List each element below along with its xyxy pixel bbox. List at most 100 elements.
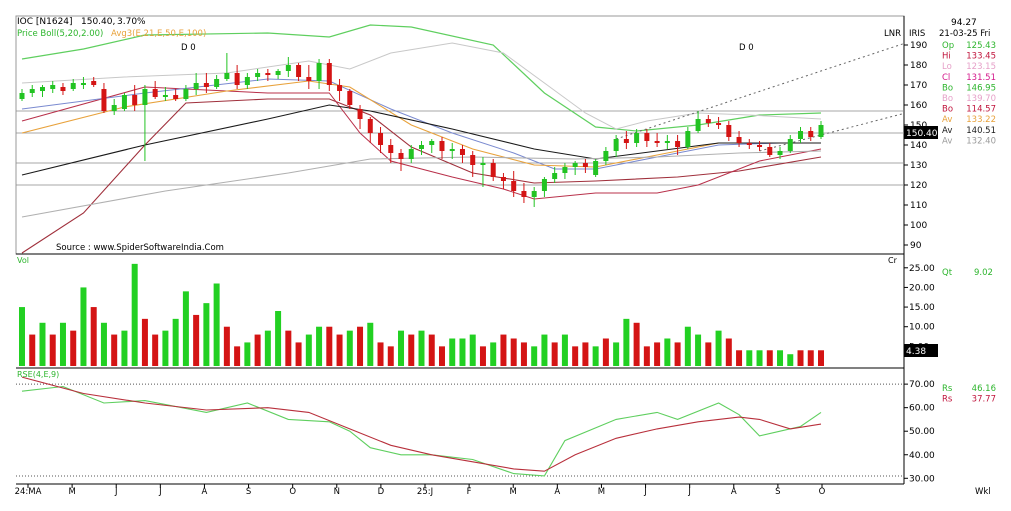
price-tick-label: 140 — [910, 141, 927, 151]
volume-tag: 4.38 — [906, 347, 926, 357]
info-row-value: 123.15 — [966, 62, 996, 72]
info-row-label: Av — [942, 136, 952, 146]
volume-bar — [654, 342, 661, 366]
indicator-bollinger-wide-upper — [21, 24, 822, 132]
volume-bar — [705, 342, 712, 366]
candle-body — [244, 77, 250, 85]
x-tick-label: J — [158, 487, 162, 497]
volume-bar — [664, 338, 671, 366]
indicator-trend-upper — [615, 43, 905, 140]
volume-bar — [736, 350, 743, 366]
candlesticks — [19, 53, 824, 207]
volume-bar — [357, 326, 364, 366]
volume-bar — [613, 342, 620, 366]
candle-body — [265, 73, 271, 75]
volume-bar — [377, 342, 384, 366]
volume-bar — [80, 287, 87, 366]
info-top-value: 94.27 — [951, 18, 977, 28]
candle-body — [347, 91, 353, 105]
candle-body — [644, 133, 650, 141]
volume-bar — [234, 346, 241, 366]
price-panel-frame — [15, 15, 905, 255]
candle-body — [808, 131, 814, 137]
volume-bar — [398, 330, 405, 366]
candle-body — [203, 83, 209, 87]
candle-body — [654, 141, 660, 143]
price-tick-label: 90 — [910, 241, 922, 251]
candle-body — [818, 125, 824, 137]
x-tick-label: 24:MA — [15, 487, 42, 497]
info-row-label: Bo — [942, 83, 953, 93]
volume-bar — [510, 338, 517, 366]
candle-body — [173, 95, 179, 99]
info-row-value: 125.43 — [966, 41, 996, 51]
volume-bar — [39, 322, 46, 366]
volume-bar — [244, 342, 251, 366]
volume-bar — [818, 350, 824, 366]
candle-body — [541, 179, 547, 191]
avg-legend: Avg3(E,21,E,50,E,100) — [111, 29, 206, 39]
volume-bar — [172, 318, 179, 366]
volume-bar — [428, 334, 435, 366]
candle-body — [449, 149, 455, 151]
price-tick-label: 100 — [910, 221, 927, 231]
volume-bar — [715, 330, 722, 366]
volume-bar — [305, 334, 312, 366]
candle-body — [613, 139, 619, 151]
candle-body — [408, 149, 414, 159]
volume-bar — [121, 330, 128, 366]
info-row-value: 133.22 — [966, 115, 996, 125]
indicator-lines — [21, 24, 905, 254]
x-tick-label: 25:J — [417, 487, 433, 497]
lnr-label: LNR — [884, 29, 901, 39]
candle-body — [234, 73, 240, 85]
volume-bar — [797, 350, 804, 366]
volume-bar — [141, 318, 148, 366]
candle-body — [429, 141, 435, 145]
info-row-value: 133.45 — [966, 52, 996, 62]
volume-bar — [592, 346, 599, 366]
info-row-label: Cl — [942, 73, 950, 83]
candle-body — [132, 95, 138, 105]
candle-body — [91, 81, 97, 85]
volume-bar — [746, 350, 753, 366]
source-label: Source : www.SpiderSoftwareIndia.Com — [56, 243, 224, 253]
info-row-label: Av — [942, 126, 952, 136]
candle-body — [634, 133, 640, 143]
info-rows: Op 125.43 Hi 133.45 Lo 123.15 Cl 131.51 Bo 146.95… — [942, 41, 996, 146]
candle-body — [500, 177, 506, 181]
info-row-label: Lo — [942, 62, 952, 72]
candle-body — [757, 145, 763, 147]
info-row-value: 139.70 — [966, 94, 996, 104]
volume-bar — [70, 330, 77, 366]
candle-body — [142, 89, 148, 105]
volume-bar — [367, 322, 374, 366]
volume-bars — [19, 263, 824, 366]
candle-body — [439, 141, 445, 151]
candle-body — [582, 163, 588, 167]
indicator-ema50 — [21, 104, 821, 176]
candle-body — [798, 131, 804, 139]
volume-bar — [346, 330, 353, 366]
price-axis-ticks: 90100110120130140150160170180190 — [904, 41, 927, 251]
volume-bar — [623, 318, 630, 366]
candle-body — [705, 119, 711, 123]
info-row-label: Op — [942, 41, 954, 51]
x-tick-label: M — [68, 487, 75, 497]
candle-body — [419, 145, 424, 149]
volume-bar — [520, 342, 527, 366]
bollinger-legend: Price Boll(5,20,2.00) — [17, 29, 103, 39]
volume-bar — [500, 334, 507, 366]
volume-bar — [203, 303, 210, 366]
candle-body — [695, 119, 701, 131]
info-row-value: 114.57 — [966, 105, 996, 115]
rs-rows: Rs 46.16 Rs 37.77 — [942, 384, 996, 405]
volume-bar — [59, 322, 66, 366]
x-tick-label: M — [598, 487, 605, 497]
candle-body — [664, 141, 670, 143]
volume-bar — [479, 346, 486, 366]
candle-body — [60, 87, 66, 91]
rse-lines — [16, 376, 904, 477]
volume-qt-value: 9.02 — [974, 268, 993, 278]
rse-tick-label: 70.00 — [909, 380, 935, 390]
